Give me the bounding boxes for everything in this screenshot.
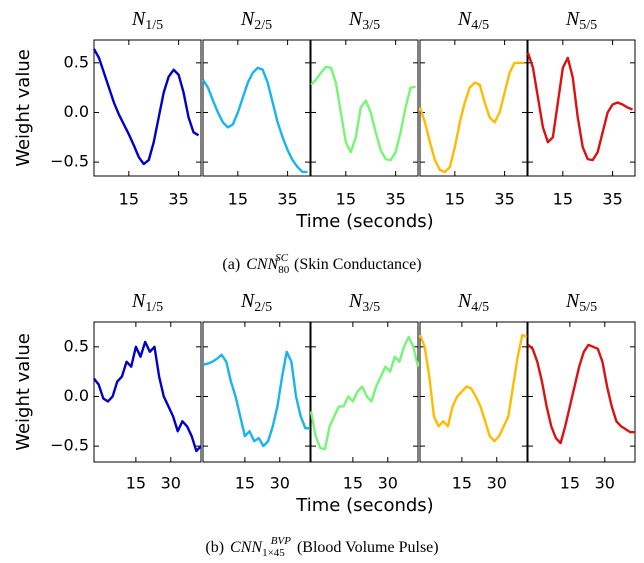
panel-frame xyxy=(419,39,528,177)
panel-title-subscript: 4/5 xyxy=(471,18,489,33)
x-tick-label: 35 xyxy=(277,190,297,209)
x-tick-label: 15 xyxy=(553,190,573,209)
panel-frame xyxy=(419,321,528,463)
panel-title-letter: N xyxy=(565,290,581,312)
x-tick-label: 15 xyxy=(119,190,139,209)
caption-superscript: BVP xyxy=(271,535,291,547)
x-tick-label: 15 xyxy=(126,474,146,493)
panel-title-letter: N xyxy=(348,8,364,30)
line-series xyxy=(420,335,527,441)
panel-title: N5/5 xyxy=(565,290,597,316)
y-axis-label: Weight value xyxy=(13,49,34,167)
caption-math: CNN xyxy=(246,256,279,273)
panel-title-letter: N xyxy=(131,8,147,30)
x-tick-label: 30 xyxy=(161,474,181,493)
panel-title-subscript: 1/5 xyxy=(145,18,163,33)
y-tick-label: −0.5 xyxy=(50,436,89,455)
y-tick-label: 0.5 xyxy=(64,336,89,355)
panel-title: N5/5 xyxy=(565,8,597,34)
panel-title-subscript: 5/5 xyxy=(579,18,597,33)
panel-frame xyxy=(527,39,636,177)
panel-title-letter: N xyxy=(240,290,256,312)
panel-frame xyxy=(527,321,636,463)
line-series xyxy=(528,345,635,443)
panel-frame xyxy=(93,39,202,177)
line-series xyxy=(311,67,416,160)
y-tick-label: 0.0 xyxy=(64,386,89,405)
x-tick-label: 30 xyxy=(378,474,398,493)
y-tick-label: −0.5 xyxy=(50,152,89,171)
panel-frame xyxy=(310,321,419,463)
y-tick-label: 0.5 xyxy=(64,52,89,71)
panel-title-subscript: 5/5 xyxy=(579,300,597,315)
panel-frame xyxy=(202,321,311,463)
x-tick-label: 30 xyxy=(487,474,507,493)
x-tick-label: 15 xyxy=(560,474,580,493)
line-series xyxy=(420,63,525,172)
panel-title: N1/5 xyxy=(131,8,163,34)
panel-title-letter: N xyxy=(131,290,147,312)
x-tick-label: 15 xyxy=(452,474,472,493)
panel-title-letter: N xyxy=(240,8,256,30)
panel-title-letter: N xyxy=(565,8,581,30)
x-tick-label: 35 xyxy=(494,190,514,209)
caption-label: (a) xyxy=(222,256,240,273)
panel-title-subscript: 3/5 xyxy=(362,300,380,315)
line-series xyxy=(203,352,310,446)
panel-title-subscript: 2/5 xyxy=(254,18,272,33)
caption-superscript: SC xyxy=(275,252,289,264)
x-tick-label: 15 xyxy=(336,190,356,209)
panel-frame xyxy=(93,321,202,463)
panel-title: N3/5 xyxy=(348,290,380,316)
y-tick-label: 0.0 xyxy=(64,102,89,121)
panel-title-letter: N xyxy=(348,290,364,312)
x-tick-label: 15 xyxy=(343,474,363,493)
panel-title: N2/5 xyxy=(240,8,272,34)
x-tick-label: 35 xyxy=(385,190,405,209)
x-tick-label: 30 xyxy=(270,474,290,493)
panel-title-letter: N xyxy=(457,8,473,30)
x-tick-label: 15 xyxy=(445,190,465,209)
x-tick-label: 30 xyxy=(595,474,615,493)
y-axis-label: Weight value xyxy=(13,333,34,451)
panel-title-subscript: 4/5 xyxy=(471,300,489,315)
caption-text: (Skin Conductance) xyxy=(294,256,422,273)
line-series xyxy=(203,68,308,172)
caption: (b) CNN1×45BVP (Blood Volume Pulse) xyxy=(205,535,438,559)
panel-title-letter: N xyxy=(457,290,473,312)
panel-frame xyxy=(310,39,419,177)
caption-subscript: 80 xyxy=(278,264,290,276)
caption-label: (b) xyxy=(205,539,224,556)
x-tick-label: 35 xyxy=(168,190,188,209)
line-series xyxy=(311,337,418,449)
panel-title-subscript: 1/5 xyxy=(145,300,163,315)
panel-frame xyxy=(202,39,311,177)
caption-subscript: 1×45 xyxy=(262,547,285,559)
panel-title: N3/5 xyxy=(348,8,380,34)
panel-title-subscript: 2/5 xyxy=(254,300,272,315)
line-series xyxy=(528,53,633,160)
x-axis-label: Time (seconds) xyxy=(295,495,433,516)
x-tick-label: 35 xyxy=(602,190,622,209)
panel-title: N4/5 xyxy=(457,290,489,316)
caption: (a) CNN80SC (Skin Conductance) xyxy=(222,252,421,276)
caption-text: (Blood Volume Pulse) xyxy=(297,539,439,556)
line-series xyxy=(94,49,199,164)
caption-math: CNN xyxy=(230,539,263,556)
panel-title: N1/5 xyxy=(131,290,163,316)
line-series xyxy=(94,342,201,451)
x-axis-label: Time (seconds) xyxy=(295,211,433,232)
x-tick-label: 15 xyxy=(228,190,248,209)
panel-title-subscript: 3/5 xyxy=(362,18,380,33)
panel-title: N2/5 xyxy=(240,290,272,316)
x-tick-label: 15 xyxy=(235,474,255,493)
panel-title: N4/5 xyxy=(457,8,489,34)
